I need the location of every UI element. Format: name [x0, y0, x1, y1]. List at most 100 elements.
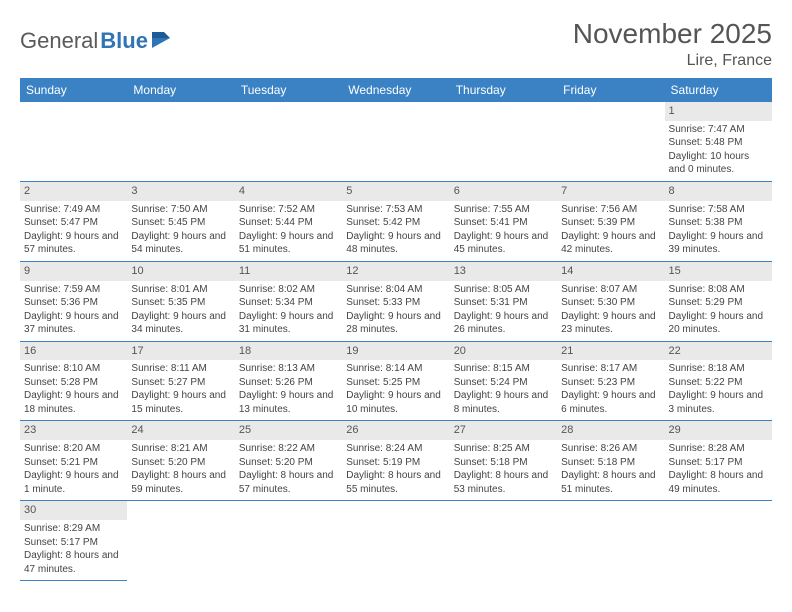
daylight: Daylight: 9 hours and 10 minutes. [346, 389, 445, 416]
daynum-empty [127, 102, 234, 121]
sunset: Sunset: 5:26 PM [239, 376, 338, 390]
day-cell: 24Sunrise: 8:21 AMSunset: 5:20 PMDayligh… [127, 421, 234, 501]
day-number: 23 [20, 421, 127, 440]
daylight: Daylight: 8 hours and 49 minutes. [669, 469, 768, 496]
empty-cell [665, 501, 772, 581]
day-details: Sunrise: 8:21 AMSunset: 5:20 PMDaylight:… [127, 440, 234, 500]
daylight: Daylight: 8 hours and 59 minutes. [131, 469, 230, 496]
sunrise: Sunrise: 8:17 AM [561, 362, 660, 376]
week-row: 2Sunrise: 7:49 AMSunset: 5:47 PMDaylight… [20, 181, 772, 261]
brand-blue: Blue [100, 28, 148, 54]
empty-cell [20, 102, 127, 181]
sunrise: Sunrise: 8:26 AM [561, 442, 660, 456]
sunset: Sunset: 5:34 PM [239, 296, 338, 310]
sunrise: Sunrise: 8:28 AM [669, 442, 768, 456]
daylight: Daylight: 9 hours and 20 minutes. [669, 310, 768, 337]
sunrise: Sunrise: 8:11 AM [131, 362, 230, 376]
sunset: Sunset: 5:18 PM [561, 456, 660, 470]
day-details: Sunrise: 7:53 AMSunset: 5:42 PMDaylight:… [342, 201, 449, 261]
sunrise: Sunrise: 8:10 AM [24, 362, 123, 376]
empty-cell [450, 102, 557, 181]
day-number: 8 [665, 182, 772, 201]
brand-general: General [20, 28, 98, 54]
day-number: 29 [665, 421, 772, 440]
daynum-empty [342, 102, 449, 121]
day-number: 13 [450, 262, 557, 281]
day-details: Sunrise: 8:05 AMSunset: 5:31 PMDaylight:… [450, 281, 557, 341]
day-number: 7 [557, 182, 664, 201]
day-cell: 18Sunrise: 8:13 AMSunset: 5:26 PMDayligh… [235, 341, 342, 421]
day-cell: 1Sunrise: 7:47 AMSunset: 5:48 PMDaylight… [665, 102, 772, 181]
day-number: 2 [20, 182, 127, 201]
day-cell: 27Sunrise: 8:25 AMSunset: 5:18 PMDayligh… [450, 421, 557, 501]
day-cell: 28Sunrise: 8:26 AMSunset: 5:18 PMDayligh… [557, 421, 664, 501]
day-header: Monday [127, 78, 234, 102]
day-cell: 11Sunrise: 8:02 AMSunset: 5:34 PMDayligh… [235, 261, 342, 341]
day-number: 19 [342, 342, 449, 361]
day-details: Sunrise: 8:17 AMSunset: 5:23 PMDaylight:… [557, 360, 664, 420]
sunset: Sunset: 5:27 PM [131, 376, 230, 390]
sunrise: Sunrise: 7:56 AM [561, 203, 660, 217]
daynum-empty [127, 501, 234, 520]
day-number: 10 [127, 262, 234, 281]
sunrise: Sunrise: 7:49 AM [24, 203, 123, 217]
day-number: 17 [127, 342, 234, 361]
sunset: Sunset: 5:33 PM [346, 296, 445, 310]
sunrise: Sunrise: 8:22 AM [239, 442, 338, 456]
day-cell: 25Sunrise: 8:22 AMSunset: 5:20 PMDayligh… [235, 421, 342, 501]
sunrise: Sunrise: 8:25 AM [454, 442, 553, 456]
day-number: 9 [20, 262, 127, 281]
day-number: 20 [450, 342, 557, 361]
day-details: Sunrise: 8:02 AMSunset: 5:34 PMDaylight:… [235, 281, 342, 341]
sunrise: Sunrise: 8:21 AM [131, 442, 230, 456]
day-cell: 26Sunrise: 8:24 AMSunset: 5:19 PMDayligh… [342, 421, 449, 501]
day-details: Sunrise: 7:50 AMSunset: 5:45 PMDaylight:… [127, 201, 234, 261]
sunset: Sunset: 5:17 PM [24, 536, 123, 550]
daynum-empty [20, 102, 127, 121]
sunset: Sunset: 5:23 PM [561, 376, 660, 390]
day-cell: 15Sunrise: 8:08 AMSunset: 5:29 PMDayligh… [665, 261, 772, 341]
day-cell: 12Sunrise: 8:04 AMSunset: 5:33 PMDayligh… [342, 261, 449, 341]
daynum-empty [450, 501, 557, 520]
sunrise: Sunrise: 7:47 AM [669, 123, 768, 137]
sunrise: Sunrise: 8:08 AM [669, 283, 768, 297]
day-cell: 23Sunrise: 8:20 AMSunset: 5:21 PMDayligh… [20, 421, 127, 501]
daylight: Daylight: 9 hours and 28 minutes. [346, 310, 445, 337]
sunrise: Sunrise: 8:20 AM [24, 442, 123, 456]
day-cell: 19Sunrise: 8:14 AMSunset: 5:25 PMDayligh… [342, 341, 449, 421]
calendar-body: 1Sunrise: 7:47 AMSunset: 5:48 PMDaylight… [20, 102, 772, 581]
day-number: 4 [235, 182, 342, 201]
day-number: 30 [20, 501, 127, 520]
day-details: Sunrise: 8:25 AMSunset: 5:18 PMDaylight:… [450, 440, 557, 500]
day-cell: 2Sunrise: 7:49 AMSunset: 5:47 PMDaylight… [20, 181, 127, 261]
day-details: Sunrise: 7:58 AMSunset: 5:38 PMDaylight:… [665, 201, 772, 261]
sunrise: Sunrise: 8:13 AM [239, 362, 338, 376]
day-header: Wednesday [342, 78, 449, 102]
sunrise: Sunrise: 7:50 AM [131, 203, 230, 217]
day-details: Sunrise: 8:28 AMSunset: 5:17 PMDaylight:… [665, 440, 772, 500]
empty-cell [342, 102, 449, 181]
empty-cell [235, 501, 342, 581]
empty-cell [127, 102, 234, 181]
day-number: 22 [665, 342, 772, 361]
title-block: November 2025 Lire, France [573, 18, 772, 70]
sunrise: Sunrise: 8:18 AM [669, 362, 768, 376]
day-number: 6 [450, 182, 557, 201]
sunset: Sunset: 5:25 PM [346, 376, 445, 390]
day-details: Sunrise: 8:29 AMSunset: 5:17 PMDaylight:… [20, 520, 127, 580]
day-details: Sunrise: 7:59 AMSunset: 5:36 PMDaylight:… [20, 281, 127, 341]
week-row: 1Sunrise: 7:47 AMSunset: 5:48 PMDaylight… [20, 102, 772, 181]
sunset: Sunset: 5:31 PM [454, 296, 553, 310]
day-details: Sunrise: 8:15 AMSunset: 5:24 PMDaylight:… [450, 360, 557, 420]
day-details: Sunrise: 8:10 AMSunset: 5:28 PMDaylight:… [20, 360, 127, 420]
empty-cell [450, 501, 557, 581]
daynum-empty [342, 501, 449, 520]
sunset: Sunset: 5:30 PM [561, 296, 660, 310]
day-number: 27 [450, 421, 557, 440]
daylight: Daylight: 9 hours and 34 minutes. [131, 310, 230, 337]
day-cell: 9Sunrise: 7:59 AMSunset: 5:36 PMDaylight… [20, 261, 127, 341]
day-cell: 21Sunrise: 8:17 AMSunset: 5:23 PMDayligh… [557, 341, 664, 421]
day-cell: 8Sunrise: 7:58 AMSunset: 5:38 PMDaylight… [665, 181, 772, 261]
day-cell: 14Sunrise: 8:07 AMSunset: 5:30 PMDayligh… [557, 261, 664, 341]
daylight: Daylight: 9 hours and 31 minutes. [239, 310, 338, 337]
